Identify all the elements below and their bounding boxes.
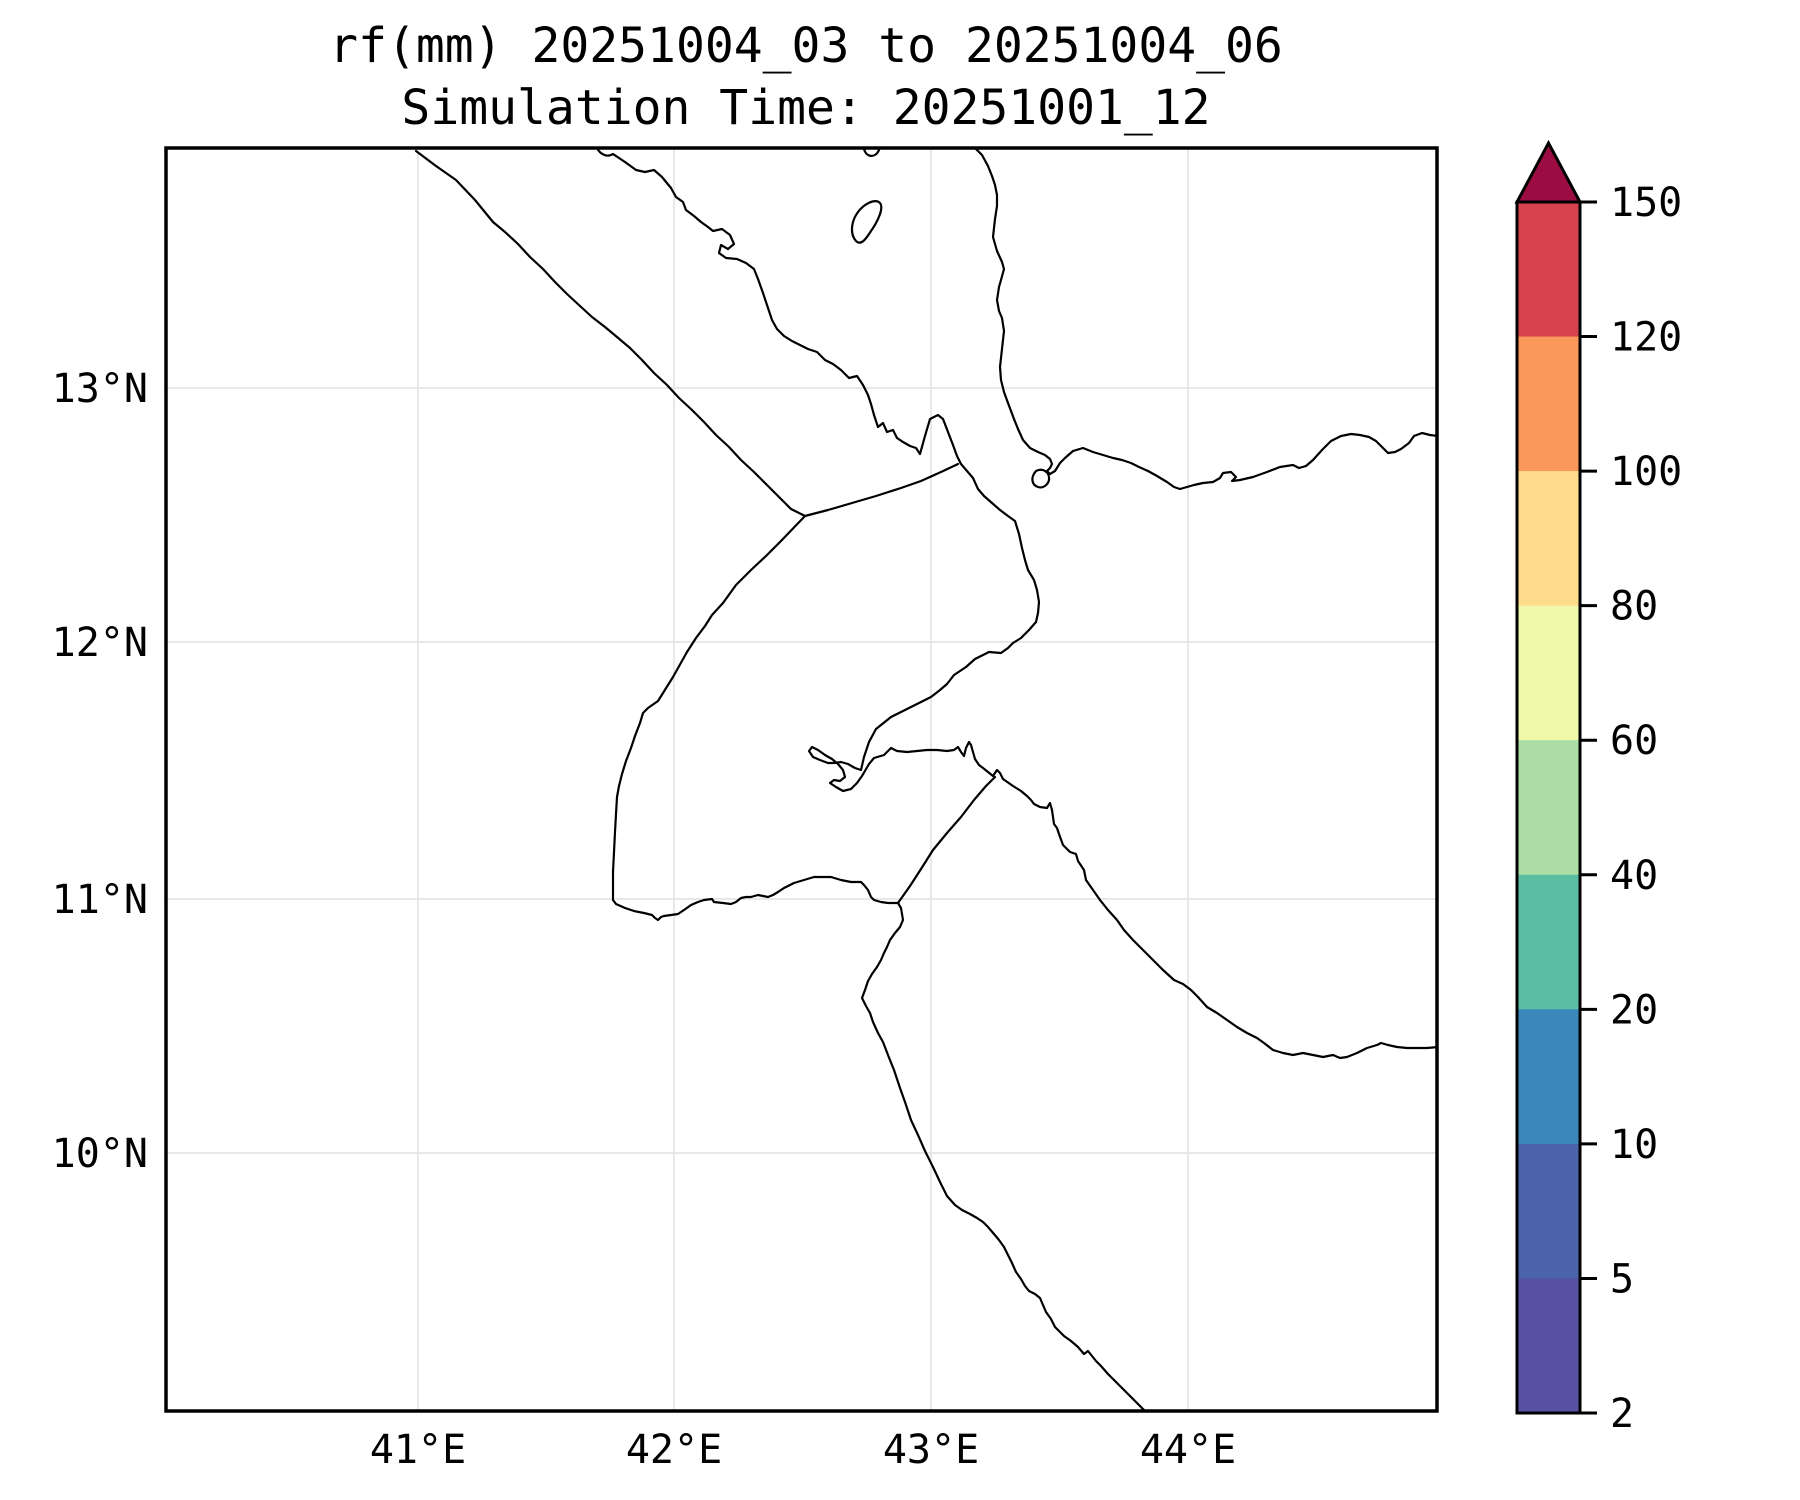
axes-frame — [164, 146, 1439, 1413]
colorbar-outline — [1515, 200, 1582, 1415]
colorbar-tick-label: 120 — [1610, 315, 1682, 361]
colorbar-tick-label: 100 — [1610, 449, 1682, 495]
colorbar-tick-label: 40 — [1610, 853, 1658, 899]
colorbar-segment — [1517, 605, 1580, 741]
island-eritrea-coast — [850, 200, 883, 244]
colorbar-tick-label: 2 — [1610, 1391, 1634, 1437]
colorbar-segment — [1517, 1143, 1580, 1280]
x-axis-tick-labels: 41°E 42°E 43°E 44°E — [370, 1427, 1236, 1473]
y-tick-label: 11°N — [52, 877, 148, 923]
border-ethiopia-somalia — [860, 901, 1147, 1411]
colorbar-segment — [1517, 874, 1580, 1010]
x-tick-label: 43°E — [883, 1427, 979, 1473]
figure-title: rf(mm) 20251004_03 to 20251004_06 — [329, 18, 1283, 74]
colorbar-segment — [1517, 1009, 1580, 1145]
figure-subtitle: Simulation Time: 20251001_12 — [401, 80, 1210, 136]
y-axis-tick-labels: 13°N 12°N 11°N 10°N — [52, 366, 148, 1177]
island-perim — [1031, 468, 1051, 489]
coastline-africa-eritrea-djibouti-somaliland — [595, 148, 1437, 1060]
y-tick-label: 10°N — [52, 1131, 148, 1177]
colorbar-tick-label: 80 — [1610, 584, 1658, 630]
y-tick-label: 13°N — [52, 366, 148, 412]
border-eritrea-djibouti — [803, 462, 960, 518]
x-tick-label: 41°E — [370, 1427, 466, 1473]
colorbar-segment — [1517, 202, 1580, 338]
map-frame — [164, 146, 1439, 1413]
colorbar-segment — [1517, 336, 1580, 472]
x-tick-label: 42°E — [626, 1427, 722, 1473]
colorbar: 150 120 100 80 60 40 20 10 5 2 — [1514, 139, 1682, 1437]
colorbar-tick-label: 150 — [1610, 180, 1682, 226]
coastline-yemen — [973, 148, 1437, 491]
colorbar-segment — [1517, 1278, 1580, 1414]
y-tick-label: 12°N — [52, 620, 148, 666]
colorbar-segment — [1517, 740, 1580, 876]
map-coastlines-and-borders — [414, 148, 1437, 1411]
x-tick-label: 44°E — [1140, 1427, 1236, 1473]
border-ethiopia-djibouti — [611, 514, 900, 922]
gridlines — [166, 148, 1437, 1411]
colorbar-tick-label: 60 — [1610, 718, 1658, 764]
colorbar-tick-label: 10 — [1610, 1122, 1658, 1168]
colorbar-segment — [1517, 471, 1580, 607]
border-ethiopia-eritrea — [414, 149, 807, 518]
coast-notch-top-edge — [862, 148, 881, 157]
border-djibouti-somalia — [896, 775, 997, 905]
colorbar-tick-label: 20 — [1610, 987, 1658, 1033]
colorbar-tick-label: 5 — [1610, 1256, 1634, 1302]
colorbar-over-arrow — [1514, 139, 1583, 204]
